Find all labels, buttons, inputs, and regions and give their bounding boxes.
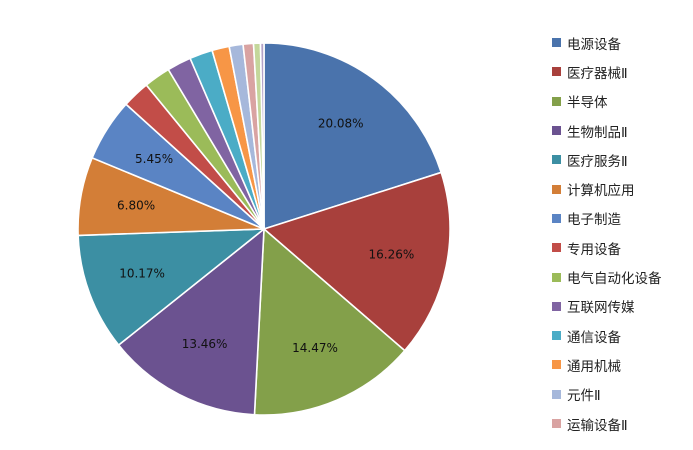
legend-swatch	[552, 67, 561, 77]
legend-label: 通用机械	[567, 358, 621, 375]
legend-item-11: 通用机械	[552, 350, 692, 379]
legend-swatch	[552, 38, 561, 48]
pie-slice-4	[77, 228, 267, 347]
pie-slice-2	[253, 227, 406, 416]
legend-item-3: 生物制品Ⅱ	[552, 116, 692, 145]
legend-label: 生物制品Ⅱ	[567, 124, 628, 141]
legend-swatch	[552, 155, 561, 165]
legend-item-2: 半导体	[552, 87, 692, 116]
legend-swatch	[552, 389, 561, 399]
legend-label: 专用设备	[567, 241, 621, 258]
legend-label: 半导体	[567, 95, 608, 112]
legend-swatch	[552, 419, 561, 428]
legend-label: 电子制造	[567, 212, 621, 229]
legend-item-4: 医疗服务Ⅱ	[552, 145, 692, 174]
legend-item-8: 电气自动化设备	[552, 262, 692, 291]
legend-swatch	[552, 243, 561, 253]
pie-slice-0	[263, 42, 443, 231]
legend-item-6: 电子制造	[552, 204, 692, 233]
legend-label: 元件Ⅱ	[567, 388, 601, 405]
slice-data-label-2: 14.47%	[292, 341, 338, 355]
legend-label: 电源设备	[567, 36, 621, 53]
legend-swatch	[552, 184, 561, 194]
pie-slice-1	[262, 171, 451, 352]
legend-label: 计算机应用	[567, 183, 635, 200]
pie-slice-3	[117, 227, 265, 416]
legend-swatch	[552, 126, 561, 136]
legend-label: 运输设备Ⅱ	[567, 417, 628, 434]
legend-item-9: 互联网传媒	[552, 292, 692, 321]
slice-data-label-6: 5.45%	[135, 152, 173, 166]
slice-data-label-5: 6.80%	[117, 198, 155, 212]
legend-item-5: 计算机应用	[552, 174, 692, 203]
slice-data-label-3: 13.46%	[182, 337, 228, 351]
legend-swatch	[552, 96, 561, 106]
legend-label: 互联网传媒	[567, 300, 635, 317]
legend-label: 医疗服务Ⅱ	[567, 153, 628, 170]
legend-label: 通信设备	[567, 329, 621, 346]
legend-item-7: 专用设备	[552, 233, 692, 262]
legend-label: 电气自动化设备	[567, 271, 662, 288]
pie-slice-15	[259, 42, 265, 230]
slice-data-label-1: 16.26%	[369, 248, 415, 262]
slice-data-label-4: 10.17%	[119, 267, 165, 281]
legend-item-1: 医疗器械Ⅱ	[552, 57, 692, 86]
legend-swatch	[552, 301, 561, 311]
legend-item-10: 通信设备	[552, 321, 692, 350]
slice-data-label-0: 20.08%	[318, 117, 364, 131]
legend: 电源设备医疗器械Ⅱ 半导体生物制品Ⅱ 医疗服务Ⅱ 计算机应用电子制造专用设备电气自动化…	[552, 28, 692, 438]
legend-item-0: 电源设备	[552, 28, 692, 57]
legend-swatch	[552, 360, 561, 370]
legend-label: 医疗器械Ⅱ	[567, 65, 628, 82]
legend-swatch	[552, 213, 561, 223]
legend-swatch	[552, 331, 561, 341]
legend-item-12: 元件Ⅱ	[552, 380, 692, 409]
legend-swatch	[552, 272, 561, 282]
legend-item-13: 运输设备Ⅱ	[552, 409, 692, 438]
